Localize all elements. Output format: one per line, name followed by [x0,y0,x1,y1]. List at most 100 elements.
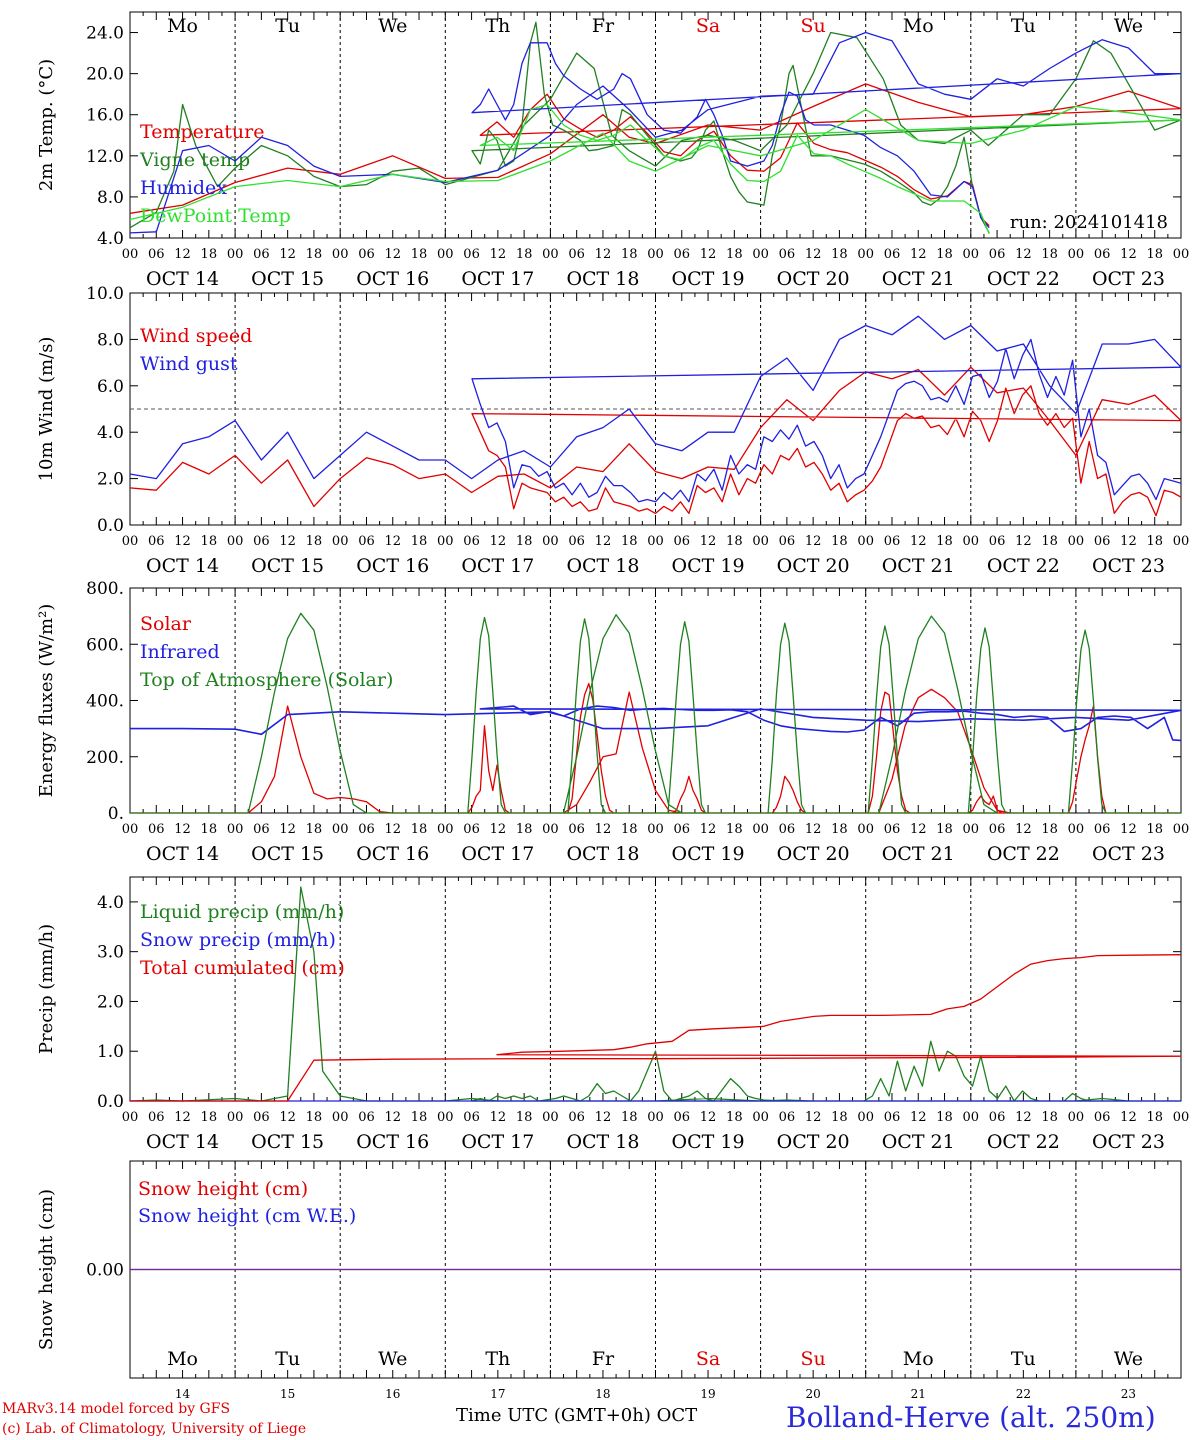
hour-tick-label: 18 [936,534,953,549]
y-tick-label: 200. [86,748,124,768]
hour-tick-label: 12 [279,1110,296,1125]
hour-tick-label: 12 [1120,1110,1137,1125]
date-label: OCT 19 [672,843,745,865]
hour-tick-label: 00 [332,534,349,549]
panel-4: 0.0 1.0 2.0 3.0 4.0 Precip (mm/h) Liquid preci… [36,876,1189,1153]
hour-tick-label: 06 [989,822,1006,837]
credit-line-2: (c) Lab. of Climatology, University of L… [2,1421,307,1437]
series-line-2 [129,315,1182,503]
day-name-label: Th [485,15,510,37]
legend-label: Top of Atmosphere (Solar) [140,669,393,691]
series-line-3 [130,612,1181,814]
hour-tick-label: 00 [437,247,454,262]
credit-line-1: MARv3.14 model forced by GFS [2,1401,231,1417]
hour-tick-label: 00 [857,822,874,837]
day-name-label: Su [801,1348,826,1370]
date-label: OCT 14 [146,268,219,290]
legend-label: DewPoint Temp [140,205,291,227]
hour-tick-label: 00 [542,822,559,837]
legend-label: Temperature [140,121,264,143]
hour-tick-label: 12 [595,1110,612,1125]
legend-label: Snow height (cm) [138,1178,308,1200]
hour-tick-label: 06 [674,247,691,262]
hour-tick-label: 06 [1094,822,1111,837]
hour-tick-label: 06 [779,1110,796,1125]
day-name-label: Mo [167,1348,198,1370]
hour-tick-label: 00 [647,822,664,837]
hour-tick-label: 00 [647,534,664,549]
hour-tick-label: 12 [174,822,191,837]
hour-tick-label: 06 [148,534,165,549]
hour-tick-label: 06 [253,247,270,262]
hour-tick-label: 06 [989,534,1006,549]
date-label: OCT 18 [566,843,639,865]
hour-tick-label: 06 [148,1110,165,1125]
hour-tick-label: 00 [1173,822,1190,837]
day-name-label: We [1114,15,1143,37]
day-number-label: 22 [1016,1387,1031,1401]
hour-tick-label: 18 [1146,534,1163,549]
hour-tick-label: 18 [516,1110,533,1125]
hour-tick-label: 12 [595,247,612,262]
hour-tick-label: 12 [1015,534,1032,549]
hour-tick-label: 06 [148,247,165,262]
day-number-label: 15 [280,1387,295,1401]
hour-tick-label: 00 [963,822,980,837]
date-label: OCT 19 [672,555,745,577]
day-number-label: 14 [175,1387,191,1401]
hour-tick-label: 18 [726,822,743,837]
hour-tick-label: 06 [674,1110,691,1125]
hour-tick-label: 18 [411,534,428,549]
day-number-label: 18 [595,1387,610,1401]
hour-tick-label: 18 [621,822,638,837]
series-line-1 [130,682,1181,814]
hour-tick-label: 06 [1094,247,1111,262]
y-tick-label: 20.0 [86,65,124,85]
day-name-label: Sa [696,15,720,37]
hour-tick-label: 12 [805,822,822,837]
hour-tick-label: 00 [227,822,244,837]
hour-tick-label: 18 [201,247,218,262]
panel-1: 4.0 8.0 12.0 16.0 20.0 24.0 2m Temp. (°C) Tempe… [36,11,1189,290]
hour-tick-label: 12 [1120,534,1137,549]
hour-tick-label: 06 [358,1110,375,1125]
hour-tick-label: 12 [1015,247,1032,262]
day-number-label: 23 [1121,1387,1136,1401]
hour-tick-label: 06 [884,1110,901,1125]
hour-tick-label: 06 [989,1110,1006,1125]
hour-tick-label: 00 [752,1110,769,1125]
y-tick-label: 10.0 [86,284,124,304]
series-line-3 [130,954,1182,1102]
date-label: OCT 20 [777,843,850,865]
hour-tick-label: 00 [647,1110,664,1125]
hour-tick-label: 06 [884,534,901,549]
hour-tick-label: 18 [306,534,323,549]
hour-tick-label: 00 [963,247,980,262]
hour-tick-label: 00 [752,247,769,262]
date-label: OCT 22 [987,555,1060,577]
date-label: OCT 23 [1092,555,1165,577]
hour-tick-label: 00 [227,247,244,262]
date-label: OCT 18 [566,555,639,577]
hour-tick-label: 00 [857,1110,874,1125]
series-line-2 [130,705,1182,742]
hour-tick-label: 12 [174,534,191,549]
y-axis-label: Snow height (cm) [36,1189,57,1350]
date-label: OCT 23 [1092,843,1165,865]
hour-tick-label: 06 [463,534,480,549]
hour-tick-label: 00 [1068,822,1085,837]
hour-tick-label: 06 [1094,534,1111,549]
y-axis-label: Energy fluxes (W/m²) [36,604,57,798]
hour-tick-label: 12 [384,534,401,549]
date-label: OCT 16 [356,1131,429,1153]
y-tick-label: 16.0 [86,106,124,126]
hour-tick-label: 12 [1120,247,1137,262]
date-label: OCT 15 [251,268,324,290]
hour-tick-label: 00 [122,822,139,837]
date-label: OCT 22 [987,1131,1060,1153]
date-label: OCT 17 [461,843,534,865]
hour-tick-label: 00 [963,1110,980,1125]
hour-tick-label: 12 [490,1110,507,1125]
hour-tick-label: 06 [674,534,691,549]
